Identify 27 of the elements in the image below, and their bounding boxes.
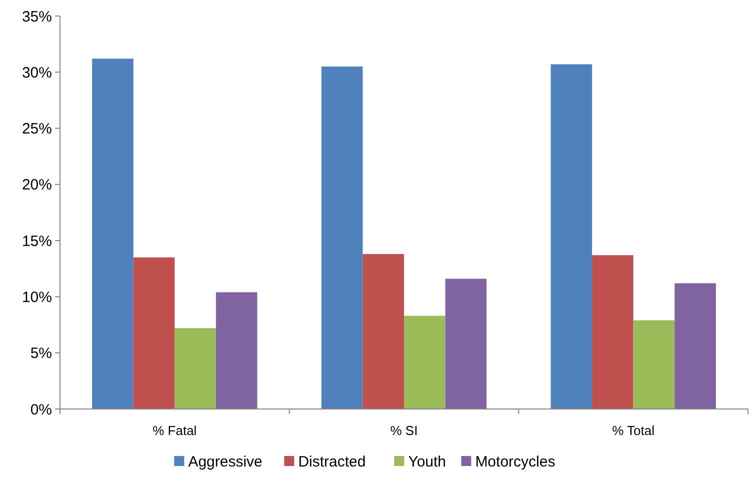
x-tick-label: % Fatal [152, 423, 197, 438]
y-tick-label: 0% [30, 401, 52, 418]
y-tick-label: 35% [22, 8, 52, 26]
bar [321, 66, 363, 409]
bar [133, 257, 175, 409]
bar [174, 328, 216, 409]
y-tick-label: 30% [22, 64, 52, 82]
bar [550, 64, 592, 409]
bar [404, 316, 446, 409]
legend-label: Youth [408, 453, 446, 470]
bar [216, 292, 258, 409]
bar [592, 255, 634, 409]
x-tick-label: % SI [390, 423, 418, 438]
x-tick-label: % Total [612, 423, 655, 438]
y-tick-label: 10% [22, 288, 52, 306]
bar [92, 58, 134, 409]
bar [362, 254, 404, 409]
y-tick-label: 20% [22, 176, 52, 194]
bar [445, 278, 487, 409]
y-tick-label: 15% [22, 232, 52, 250]
y-tick-label: 25% [22, 120, 52, 138]
legend-label: Distracted [298, 453, 366, 470]
legend-label: Motorcycles [475, 453, 556, 470]
bar [674, 283, 716, 409]
y-tick-label: 5% [30, 345, 52, 362]
bar [633, 320, 675, 409]
legend-label: Aggressive [188, 453, 262, 470]
